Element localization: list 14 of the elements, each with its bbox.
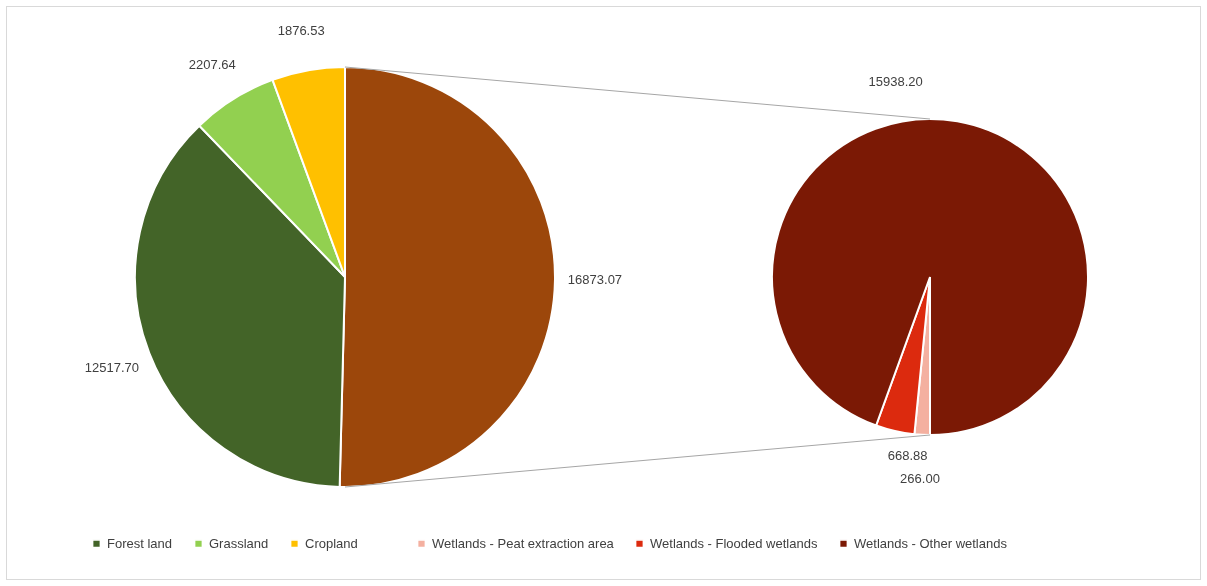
pie-slice [771,118,1089,436]
data-label: 16873.07 [567,272,623,288]
data-label: 2207.64 [188,57,236,73]
data-label: 12517.70 [84,359,140,375]
data-label: 668.88 [887,447,928,463]
data-label: 266.00 [900,470,940,486]
legend-label: Cropland [305,535,358,551]
legend-label: Grassland [209,535,269,551]
legend-label: Forest land [107,535,173,551]
data-label: 1876.53 [277,22,325,38]
legend-label: Wetlands - Peat extraction area [432,535,615,551]
legend-label: Wetlands - Flooded wetlands [650,535,818,551]
legend-label: Wetlands - Other wetlands [854,535,1008,551]
data-label: 15938.20 [868,73,923,89]
